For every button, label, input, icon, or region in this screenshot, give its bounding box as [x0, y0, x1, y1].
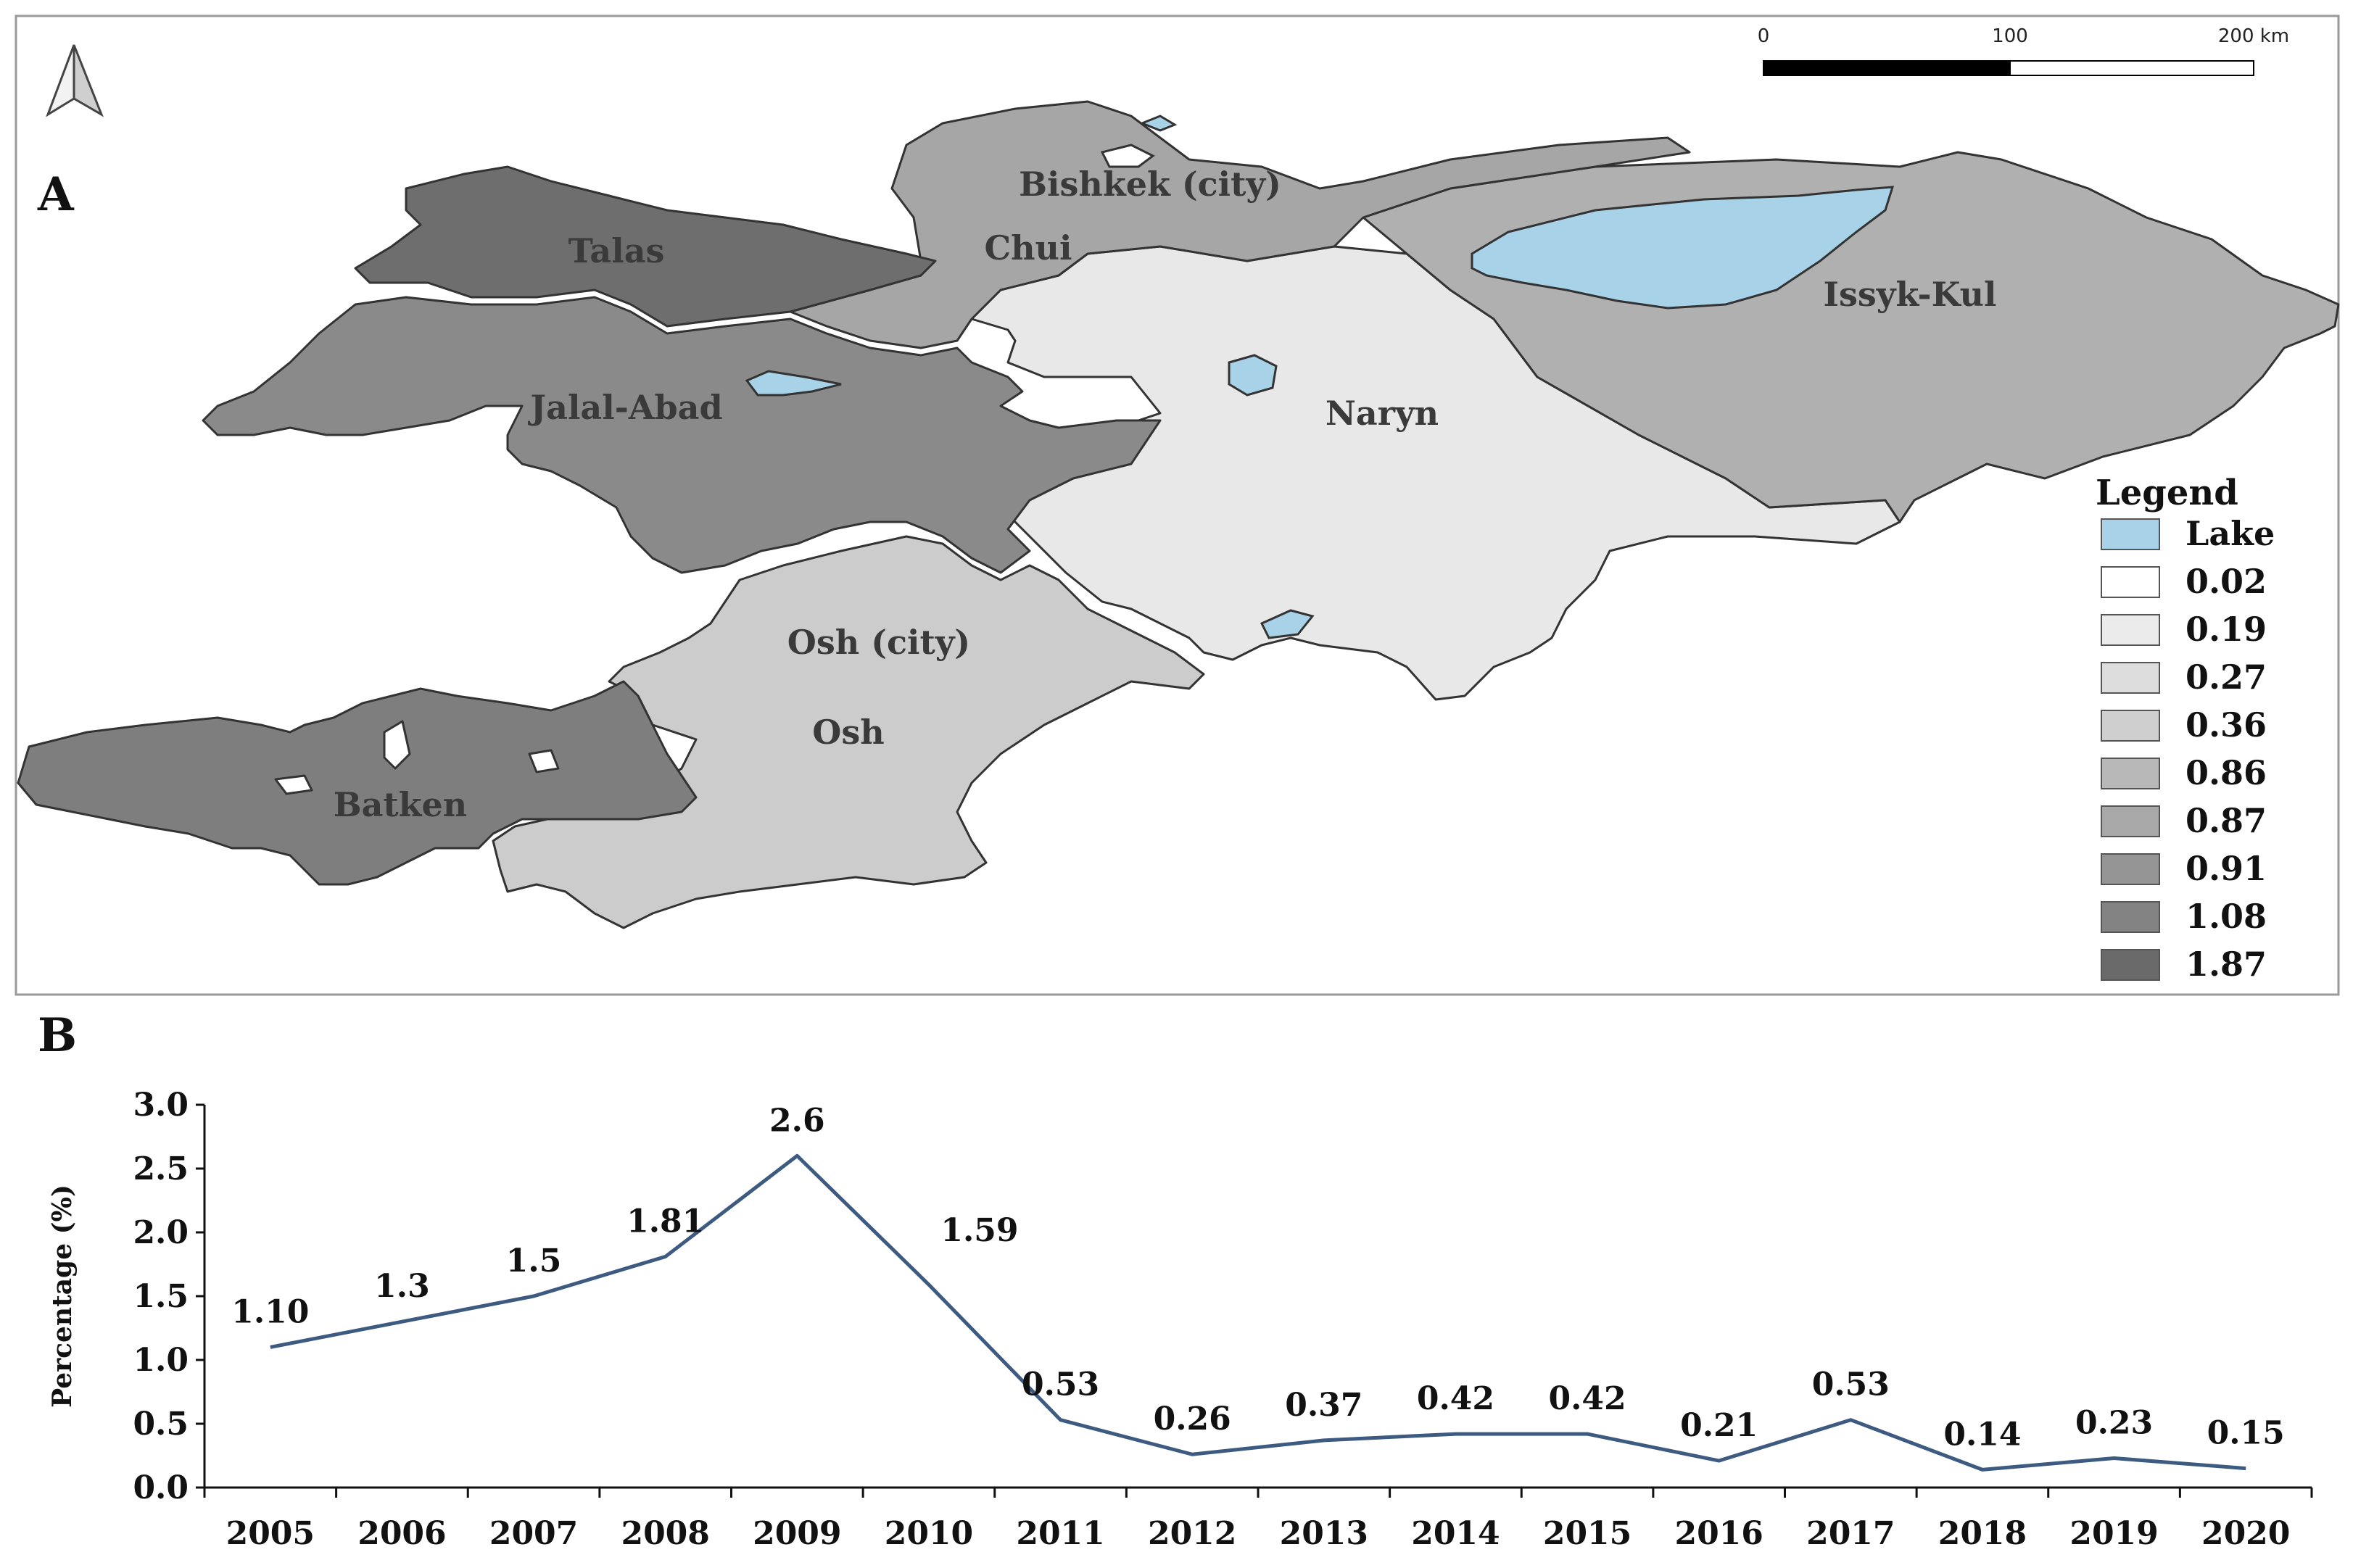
y-tick-label: 1.0 — [133, 1342, 189, 1379]
y-tick-label: 2.5 — [133, 1150, 189, 1187]
x-tick-label: 2012 — [1148, 1515, 1236, 1552]
y-tick-label: 2.0 — [133, 1214, 189, 1251]
legend-swatch — [2101, 566, 2160, 598]
data-label: 0.53 — [1022, 1366, 1099, 1403]
y-tick-label: 0.0 — [133, 1469, 189, 1506]
x-tick-label: 2005 — [226, 1515, 315, 1552]
x-tick-label: 2016 — [1674, 1515, 1763, 1552]
legend-swatch — [2101, 710, 2160, 742]
x-tick-label: 2019 — [2069, 1515, 2158, 1552]
enclave-2 — [528, 749, 560, 773]
data-label: 0.42 — [1548, 1380, 1626, 1417]
region-label-batken: Batken — [334, 785, 468, 824]
data-label: 0.15 — [2207, 1415, 2285, 1452]
data-label: 0.26 — [1154, 1401, 1231, 1438]
x-tick-label: 2008 — [621, 1515, 709, 1552]
legend-swatch — [2101, 662, 2160, 694]
data-label: 1.81 — [626, 1203, 704, 1240]
data-label: 0.42 — [1417, 1380, 1494, 1417]
x-tick-label: 2017 — [1806, 1515, 1895, 1552]
legend-label: 0.02 — [2185, 562, 2267, 601]
legend-swatch — [2101, 949, 2160, 981]
x-tick-label: 2011 — [1016, 1515, 1104, 1552]
region-label-issyk-kul: Issyk-Kul — [1823, 275, 1996, 314]
region-batken[interactable] — [17, 680, 698, 886]
x-tick-label: 2006 — [357, 1515, 446, 1552]
region-talas[interactable] — [354, 165, 937, 328]
scale-bar: 0 100 200 km — [1758, 25, 2289, 76]
city-label-bishkek: Bishkek (city) — [1019, 165, 1281, 204]
legend-label: 0.19 — [2185, 610, 2267, 649]
y-axis-title: Percentage (%) — [47, 1185, 78, 1408]
legend-label: 1.08 — [2185, 897, 2267, 936]
scale-tick-0: 0 — [1758, 25, 1770, 47]
legend-label: 1.87 — [2185, 945, 2267, 984]
city-label-osh: Osh (city) — [787, 623, 970, 662]
data-label: 1.3 — [374, 1268, 430, 1305]
data-label: 0.14 — [1943, 1416, 2021, 1453]
region-label-chui: Chui — [985, 228, 1072, 267]
lake-son-kul — [1228, 354, 1278, 397]
y-tick-label: 3.0 — [133, 1087, 189, 1124]
legend-label: 0.36 — [2185, 705, 2267, 744]
data-label: 2.6 — [769, 1102, 825, 1139]
data-label: 0.23 — [2075, 1405, 2153, 1442]
series-line — [270, 1153, 2246, 1472]
data-label: 1.10 — [231, 1293, 309, 1330]
lake-issyk-kul — [1471, 186, 1895, 310]
legend-swatch — [2101, 614, 2160, 646]
legend-swatch — [2101, 805, 2160, 837]
city-bishkek — [1100, 144, 1155, 168]
scale-tick-200: 200 km — [2218, 25, 2289, 47]
legend-swatch — [2101, 853, 2160, 885]
x-tick-label: 2015 — [1543, 1515, 1632, 1552]
scale-tick-100: 100 — [1992, 25, 2028, 47]
map-legend: Legend Lake 0.02 0.19 0.27 0.36 0.86 0.87 0.91 1… — [2096, 473, 2275, 984]
north-arrow-icon — [46, 44, 104, 117]
legend-label: Lake — [2185, 514, 2275, 553]
legend-label: 0.86 — [2185, 753, 2267, 792]
data-label: 0.21 — [1680, 1407, 1758, 1444]
legend-swatch — [2101, 901, 2160, 933]
enclave-1 — [383, 720, 411, 770]
region-label-osh: Osh — [812, 713, 884, 752]
legend-swatch — [2101, 758, 2160, 789]
data-label: 0.53 — [1812, 1366, 1890, 1403]
panel-a-label: A — [37, 167, 75, 222]
x-tick-label: 2018 — [1938, 1515, 2027, 1552]
x-tick-label: 2014 — [1411, 1515, 1500, 1552]
x-tick-label: 2013 — [1280, 1515, 1368, 1552]
lake-bishkek-area — [1138, 115, 1178, 132]
region-label-talas: Talas — [568, 231, 665, 270]
legend-label: 0.91 — [2185, 849, 2267, 888]
panel-b-label: B — [38, 1008, 77, 1063]
enclave-3 — [274, 774, 313, 795]
x-tick-label: 2020 — [2201, 1515, 2290, 1552]
legend-label: 0.87 — [2185, 801, 2267, 840]
lake-chatyr-kul — [1260, 609, 1315, 639]
data-label: 1.59 — [940, 1212, 1018, 1249]
x-tick-label: 2007 — [489, 1515, 578, 1552]
region-label-naryn: Naryn — [1326, 394, 1439, 433]
region-osh[interactable] — [492, 535, 1205, 929]
data-label: 1.5 — [506, 1243, 562, 1279]
legend-label: 0.27 — [2185, 658, 2267, 697]
y-tick-label: 1.5 — [133, 1278, 189, 1315]
region-jalal-abad[interactable] — [202, 296, 1162, 574]
y-tick-label: 0.5 — [133, 1406, 189, 1443]
x-tick-label: 2009 — [753, 1515, 841, 1552]
x-tick-label: 2010 — [885, 1515, 973, 1552]
line-chart: Percentage (%) 0.0 0.5 1.0 1.5 2.0 2.5 3.0 200… — [47, 1087, 2313, 1552]
legend-swatch — [2101, 518, 2160, 550]
legend-title: Legend — [2096, 473, 2238, 513]
region-label-jalal-abad: Jalal-Abad — [527, 388, 722, 427]
data-label: 0.37 — [1285, 1387, 1362, 1424]
lake-toktogul — [745, 370, 842, 397]
